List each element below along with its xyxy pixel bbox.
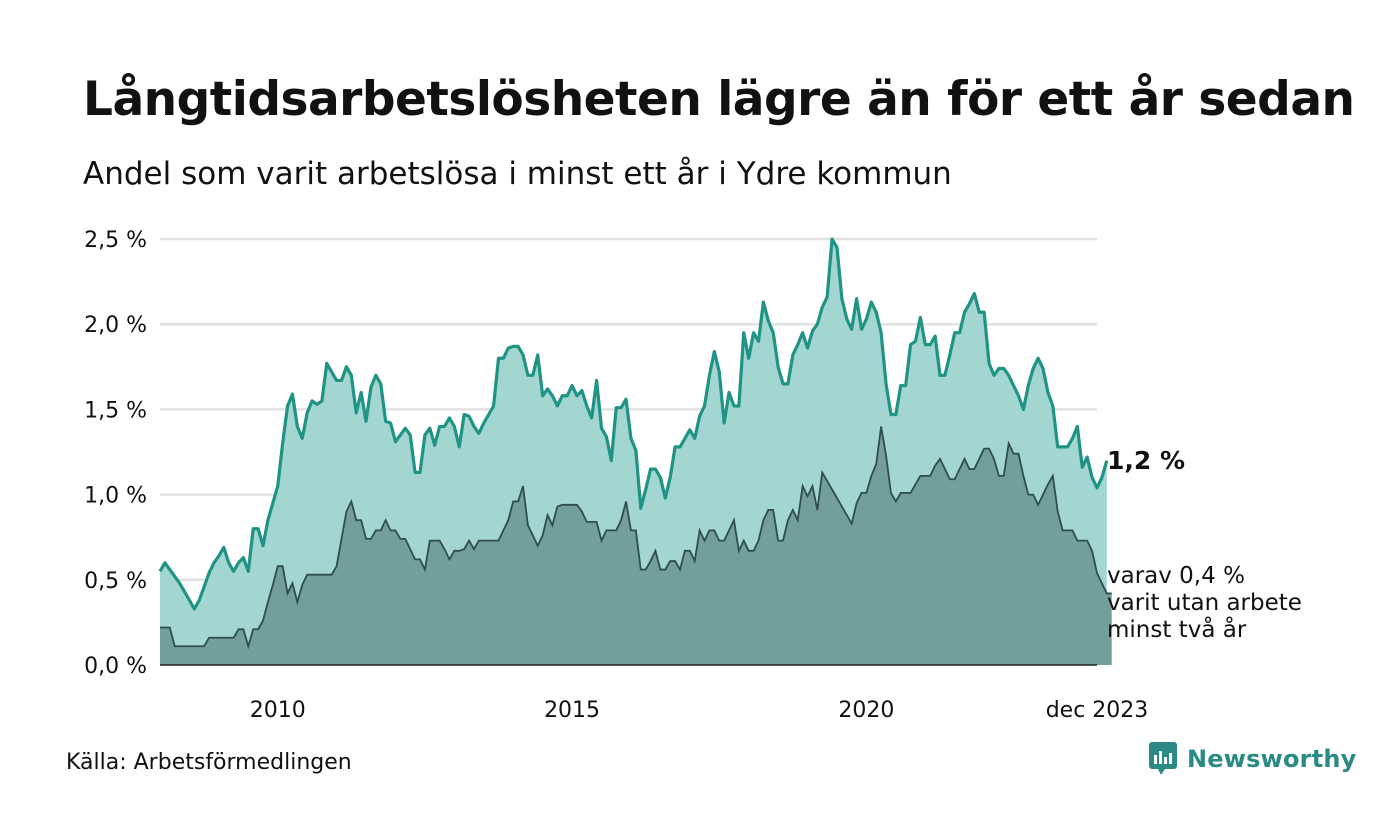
newsworthy-logo-icon [1149,742,1177,775]
y-tick-label: 2,5 % [84,228,147,253]
y-tick-label: 0,5 % [84,569,147,594]
y-tick-label: 1,0 % [84,484,147,509]
end-label-line: minst två år [1107,615,1247,643]
y-tick-label: 2,0 % [84,313,147,338]
chart-subtitle: Andel som varit arbetslösa i minst ett å… [83,156,952,192]
chart-area: 0,0 %0,5 %1,0 %1,5 %2,0 %2,5 % 2010 2015 2… [84,228,1302,720]
y-tick-label: 1,5 % [84,398,147,423]
line-two-year [160,426,1112,650]
x-axis: 2010 2015 2020 dec 2023 [250,698,1149,720]
source-note: Källa: Arbetsförmedlingen [66,750,352,775]
brand-logo: Newsworthy [1149,742,1357,776]
x-tick-label: 2020 [838,698,894,720]
end-label-long-term: 1,2 % [1107,446,1185,475]
x-tick-label: 2015 [544,698,600,720]
end-label-line: varav 0,4 % [1107,563,1245,589]
end-label-line: varit utan arbete [1107,590,1302,616]
line-long-term [158,237,1109,611]
brand-name: Newsworthy [1187,745,1357,773]
area-two-year-fill [160,426,1112,665]
y-axis: 0,0 % 0,5 % 1,0 % 1,5 % 2,0 % 2,5 % [84,228,147,679]
chart-title: Långtidsarbetslösheten lägre än för ett … [83,72,1355,127]
y-tick-label: 0,0 % [84,654,147,679]
x-tick-label: 2010 [250,698,306,720]
x-tick-label: dec 2023 [1046,698,1149,720]
